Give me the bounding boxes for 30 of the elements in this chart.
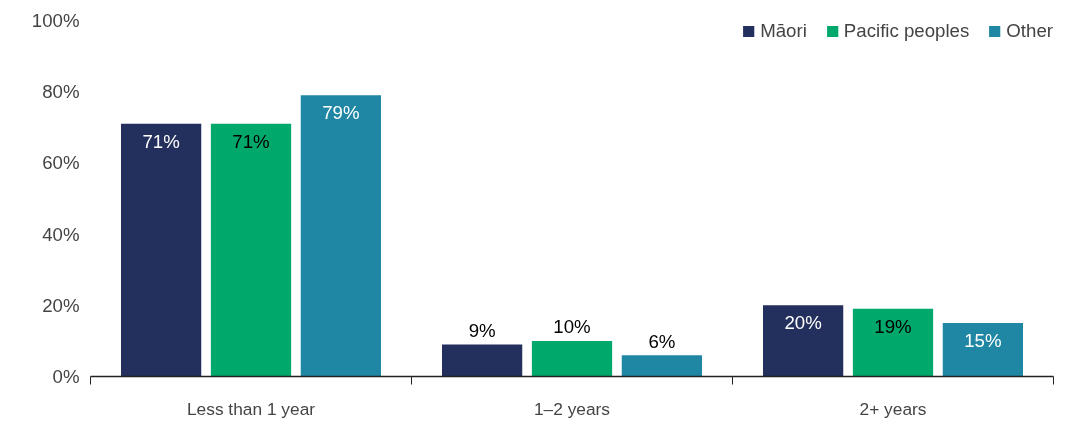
legend-label: Māori: [760, 20, 807, 42]
text: 79%: [322, 102, 360, 124]
bar: [300, 95, 382, 377]
bar: [762, 305, 844, 377]
legend-label: Other: [1006, 20, 1053, 42]
y-tick-label: 60%: [42, 152, 80, 174]
text: 19%: [874, 315, 912, 337]
x-tick-label: Less than 1 year: [186, 398, 316, 419]
text: 6%: [648, 330, 676, 352]
legend-label: Pacific peoples: [843, 20, 970, 42]
y-tick-label: 0%: [52, 366, 80, 387]
x-tick-label: 2+ years: [859, 398, 927, 419]
y-tick-label: 20%: [42, 294, 80, 316]
y-tick-label: 40%: [42, 223, 80, 245]
bar: [210, 123, 292, 377]
bar: [852, 308, 934, 377]
bar: [942, 323, 1024, 377]
bar: [531, 340, 613, 377]
text: 15%: [964, 330, 1002, 352]
text: 10%: [553, 316, 591, 338]
bar: [441, 344, 523, 377]
y-tick-label: 80%: [42, 81, 80, 103]
x-tick-label: 1–2 years: [533, 398, 611, 419]
bar: [120, 123, 202, 377]
y-tick-label: 100%: [31, 10, 80, 31]
text: 20%: [784, 312, 822, 334]
text: 71%: [232, 130, 270, 152]
text: 71%: [142, 130, 180, 152]
bar: [621, 355, 703, 377]
text: 9%: [468, 319, 496, 341]
